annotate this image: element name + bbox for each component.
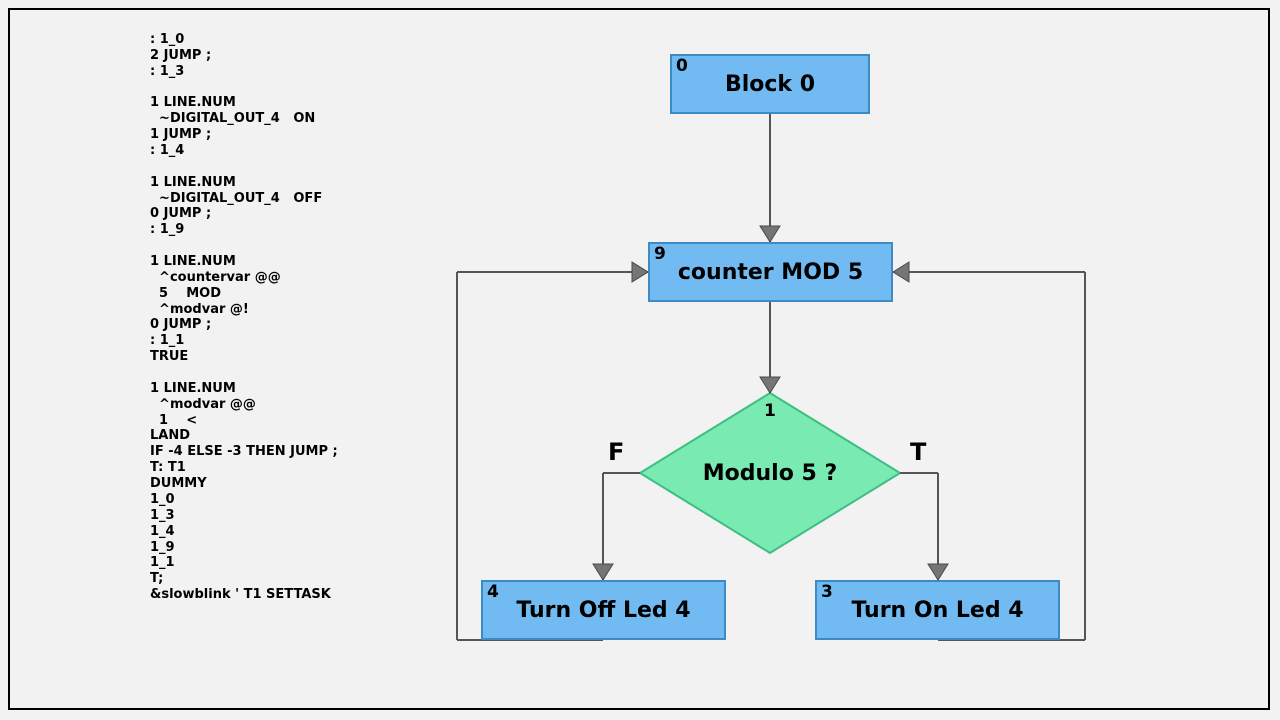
node-label: Turn On Led 4	[815, 580, 1060, 640]
node-label: counter MOD 5	[648, 242, 893, 302]
node-label: Block 0	[670, 54, 870, 114]
node-id: 4	[487, 582, 499, 602]
node-counter: counter MOD 59	[648, 242, 893, 302]
node-turnon: Turn On Led 43	[815, 580, 1060, 640]
node-id: 0	[676, 56, 688, 76]
edge-label-F: F	[608, 438, 624, 466]
flowchart-diagram: Block 00counter MOD 59Modulo 5 ?1Turn Of…	[0, 0, 1280, 720]
edge-label-T: T	[910, 438, 926, 466]
node-turnoff: Turn Off Led 44	[481, 580, 726, 640]
node-id: 9	[654, 244, 666, 264]
node-label: Turn Off Led 4	[481, 580, 726, 640]
node-decision-id: 1	[764, 401, 776, 421]
node-block0: Block 00	[670, 54, 870, 114]
node-id: 3	[821, 582, 833, 602]
